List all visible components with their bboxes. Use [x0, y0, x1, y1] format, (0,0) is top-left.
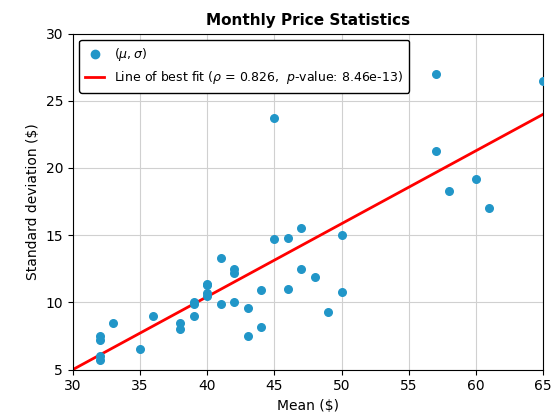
Point [472, 176, 480, 182]
Point [539, 77, 548, 84]
Point [176, 319, 185, 326]
Point [243, 304, 252, 311]
Point [283, 286, 292, 292]
Title: Monthly Price Statistics: Monthly Price Statistics [206, 13, 410, 28]
Point [485, 205, 494, 212]
Point [283, 234, 292, 241]
Point [203, 281, 212, 288]
Y-axis label: Standard deviation ($): Standard deviation ($) [26, 123, 40, 280]
Point [445, 187, 454, 194]
Point [256, 287, 265, 294]
Point [216, 255, 225, 261]
Point [95, 353, 104, 360]
Point [297, 265, 306, 272]
Point [203, 280, 212, 287]
Point [297, 225, 306, 232]
Point [216, 300, 225, 307]
Point [230, 299, 239, 306]
Point [270, 115, 279, 122]
Point [176, 326, 185, 333]
Point [95, 337, 104, 344]
Point [149, 312, 158, 319]
Point [136, 346, 144, 353]
Point [203, 290, 212, 297]
Point [310, 273, 319, 280]
Point [203, 292, 212, 299]
Point [95, 357, 104, 364]
Point [243, 333, 252, 339]
Point [189, 312, 198, 319]
Point [337, 232, 346, 239]
Point [230, 265, 239, 272]
Point [189, 300, 198, 307]
Point [337, 288, 346, 295]
Point [109, 319, 118, 326]
Point [95, 333, 104, 339]
Point [256, 323, 265, 330]
Point [431, 147, 440, 154]
Point [431, 71, 440, 77]
Point [270, 236, 279, 243]
X-axis label: Mean ($): Mean ($) [277, 399, 339, 413]
Point [324, 308, 333, 315]
Legend: $(\mu, \sigma)$, Line of best fit ($\rho$ = 0.826,  $\it{p}$-value: 8.46e-13): $(\mu, \sigma)$, Line of best fit ($\rho… [79, 40, 409, 92]
Point [230, 270, 239, 276]
Point [189, 299, 198, 306]
